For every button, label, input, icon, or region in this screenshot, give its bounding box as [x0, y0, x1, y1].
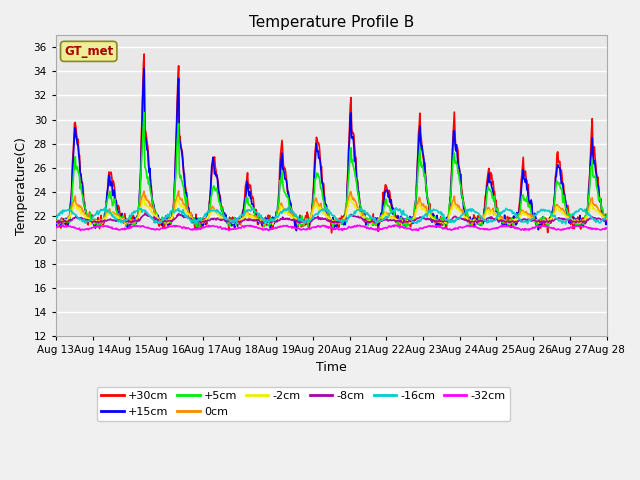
Text: GT_met: GT_met — [64, 45, 113, 58]
X-axis label: Time: Time — [316, 360, 347, 373]
Legend: +30cm, +15cm, +5cm, 0cm, -2cm, -8cm, -16cm, -32cm: +30cm, +15cm, +5cm, 0cm, -2cm, -8cm, -16… — [97, 386, 510, 421]
Y-axis label: Temperature(C): Temperature(C) — [15, 137, 28, 235]
Title: Temperature Profile B: Temperature Profile B — [248, 15, 414, 30]
